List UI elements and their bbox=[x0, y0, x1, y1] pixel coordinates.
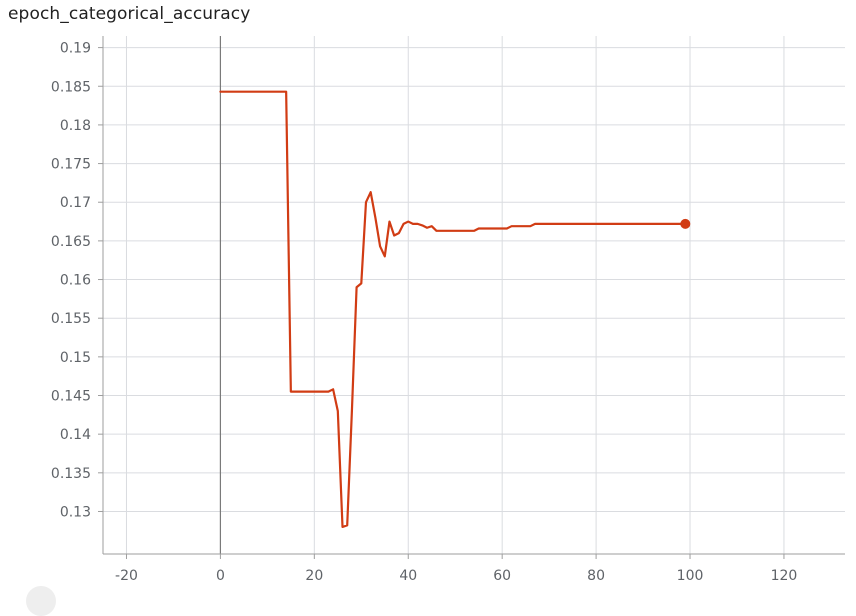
y-tick-label: 0.135 bbox=[51, 466, 91, 482]
x-tick-label: 100 bbox=[677, 568, 704, 584]
y-tick-label: 0.145 bbox=[51, 389, 91, 405]
y-tick-label: 0.13 bbox=[60, 504, 91, 520]
y-tick-label: 0.19 bbox=[60, 41, 91, 57]
y-tick-label: 0.185 bbox=[51, 79, 91, 95]
series-line[interactable] bbox=[219, 90, 687, 529]
series-end-point[interactable] bbox=[680, 218, 691, 229]
x-tick-label: 120 bbox=[771, 568, 798, 584]
y-tick-label: 0.17 bbox=[60, 195, 91, 211]
grid-layer bbox=[103, 36, 845, 554]
chart-title: epoch_categorical_accuracy bbox=[8, 4, 251, 24]
run-avatar[interactable] bbox=[26, 586, 56, 616]
x-tick-label: 40 bbox=[399, 568, 417, 584]
line-chart: 0.13 0.135 0.14 0.145 0.15 0.155 0.16 0.165 0.17… bbox=[51, 36, 845, 584]
y-tick-label: 0.18 bbox=[60, 118, 91, 134]
x-tick-label: 80 bbox=[587, 568, 605, 584]
y-tick-label: 0.175 bbox=[51, 157, 91, 173]
x-tick-label: 0 bbox=[216, 568, 225, 584]
x-tick-label: 20 bbox=[305, 568, 323, 584]
y-tick-label: 0.16 bbox=[60, 273, 91, 289]
x-tick-label: 60 bbox=[493, 568, 511, 584]
x-tick-label: -20 bbox=[115, 568, 138, 584]
series-layer bbox=[219, 90, 691, 529]
y-tick-label: 0.14 bbox=[60, 427, 91, 443]
axis-layer bbox=[98, 36, 845, 559]
y-tick-label: 0.165 bbox=[51, 234, 91, 250]
y-tick-label: 0.15 bbox=[60, 350, 91, 366]
y-tick-label: 0.155 bbox=[51, 311, 91, 327]
tick-layer: 0.13 0.135 0.14 0.145 0.15 0.155 0.16 0.165 0.17… bbox=[51, 41, 797, 584]
